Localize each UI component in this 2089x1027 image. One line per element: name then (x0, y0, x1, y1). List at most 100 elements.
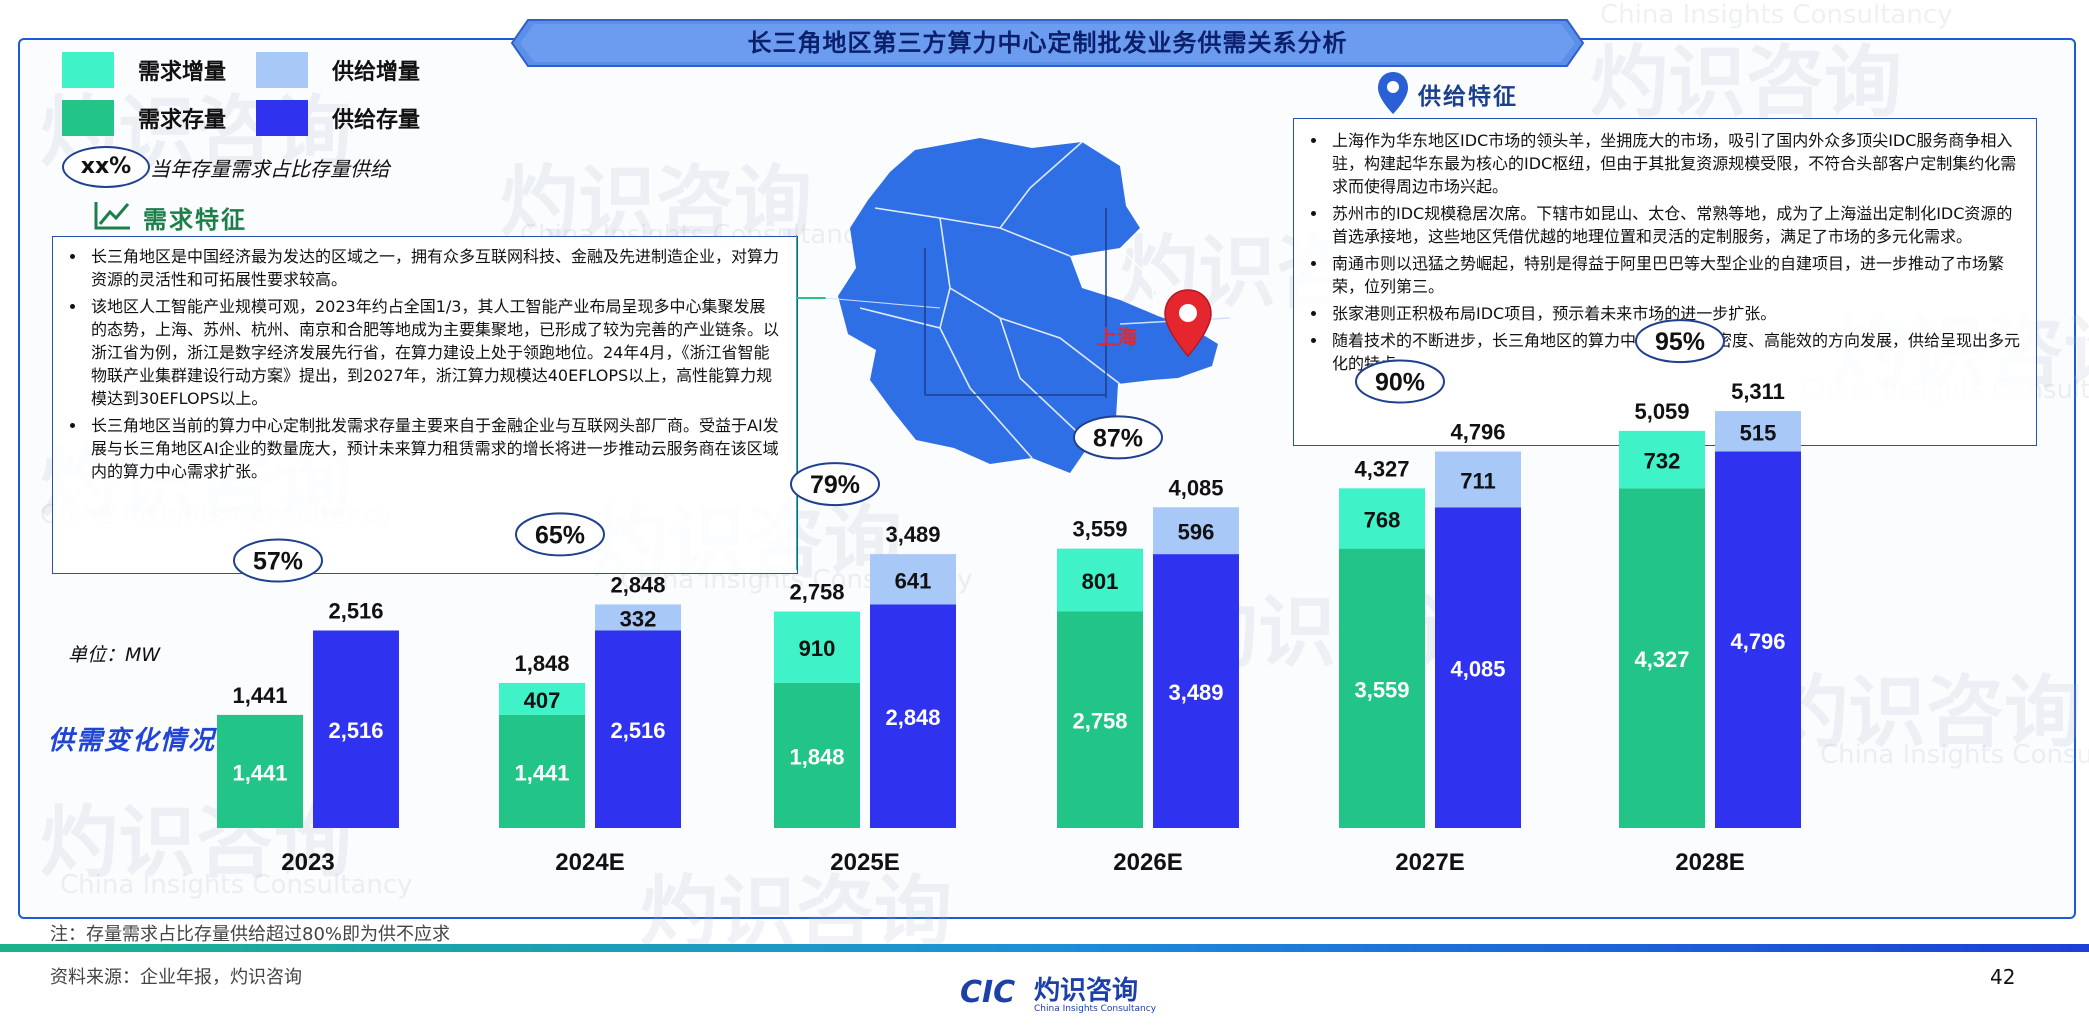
category-label: 2025E (830, 849, 899, 876)
bar-label-supply-increment: 596 (1178, 520, 1215, 545)
legend-item-supply-stock: 供给存量 (256, 100, 420, 136)
bar-supply-stock (313, 630, 399, 828)
bar-total-demand: 1,848 (514, 651, 569, 676)
legend-label: 需求存量 (138, 108, 227, 133)
bar-total-demand: 5,059 (1634, 399, 1689, 424)
bar-label-supply-stock: 4,085 (1450, 657, 1505, 682)
bar-total-demand: 4,327 (1354, 456, 1409, 481)
legend-swatch (62, 52, 114, 88)
category-label: 2023 (281, 849, 334, 876)
legend-label: 需求增量 (138, 60, 227, 85)
connector-line (796, 235, 826, 570)
bar-total-demand: 3,559 (1072, 517, 1127, 542)
bar-label-supply-stock: 4,796 (1730, 629, 1785, 654)
bar-demand-stock (499, 714, 585, 828)
bar-demand-stock (1619, 488, 1705, 828)
chart-title: 供需变化情况 (48, 726, 217, 756)
bar-demand-increment (774, 611, 860, 683)
bar-supply-stock (595, 630, 681, 828)
ratio-badge: xx% (62, 146, 150, 188)
supply-bullet: 张家港则正积极布局IDC项目，预示着未来市场的进一步扩张。 (1328, 302, 2020, 325)
legend-item-supply-increment: 供给增量 (256, 52, 420, 88)
ratio-label: 90% (1375, 369, 1425, 397)
bar-demand-increment (499, 682, 585, 715)
trend-icon (94, 202, 130, 230)
bar-supply-stock (1153, 554, 1239, 828)
legend-label: 供给存量 (332, 108, 421, 133)
ratio-oval (515, 512, 605, 557)
bar-supply-increment (870, 554, 956, 605)
demand-title: 需求特征 (143, 206, 247, 234)
logo-text-en: China Insights Consultancy (1034, 1004, 1157, 1014)
category-label: 2024E (555, 849, 624, 876)
bar-label-demand-stock: 1,848 (789, 744, 844, 769)
bar-label-demand-stock: 4,327 (1634, 647, 1689, 672)
chart-unit: 单位：MW (68, 644, 161, 666)
bar-supply-stock (1715, 451, 1801, 828)
cic-logo-mark: CIC (960, 975, 1015, 1010)
location-marker-icon (1378, 72, 1408, 114)
page-number: 42 (1990, 965, 2016, 989)
bar-label-demand-increment: 910 (799, 636, 836, 661)
bar-label-demand-stock: 2,758 (1072, 709, 1127, 734)
supply-box: 上海作为华东地区IDC市场的领头羊，坐拥庞大的市场，吸引了国内外众多顶尖IDC服… (1293, 118, 2037, 446)
supply-bullet: 苏州市的IDC规模稳居次席。下辖市如昆山、太仓、常熟等地，成为了上海溢出定制化I… (1328, 202, 2020, 248)
legend-swatch (256, 100, 308, 136)
ratio-label: 65% (535, 521, 585, 549)
supply-bullet: 南通市则以迅猛之势崛起，特别是得益于阿里巴巴等大型企业的自建项目，进一步推动了市… (1328, 252, 2020, 298)
bar-label-supply-increment: 711 (1460, 468, 1496, 493)
demand-bullet: 长三角地区当前的算力中心定制批发需求存量主要来自于金融企业与互联网头部厂商。受益… (87, 414, 781, 483)
supply-title: 供给特征 (1418, 84, 1518, 110)
legend-swatch (62, 100, 114, 136)
bar-supply-increment (595, 604, 681, 631)
bar-total-demand: 1,441 (232, 683, 287, 708)
bar-label-supply-stock: 2,516 (328, 718, 383, 743)
bar-total-demand: 2,758 (789, 579, 844, 604)
watermark: China Insights Consultancy (1600, 0, 1953, 30)
bar-label-demand-increment: 732 (1644, 449, 1681, 474)
demand-box: 长三角地区是中国经济最为发达的区域之一，拥有众多互联网科技、金融及先进制造企业，… (52, 236, 798, 574)
ratio-oval (233, 538, 323, 583)
watermark: 灼识咨询 (1770, 668, 2083, 758)
bar-demand-increment (1619, 430, 1705, 489)
bar-total-supply: 4,796 (1450, 420, 1505, 445)
watermark: 灼识咨询 (500, 158, 813, 248)
svg-text:CIC: CIC (960, 975, 1015, 1010)
logo-text-cn: 灼识咨询 (1034, 976, 1139, 1006)
ratio-label: 79% (810, 471, 860, 499)
footnote: 注：存量需求占比存量供给超过80%即为供不应求 (50, 924, 451, 945)
bar-total-supply: 2,848 (610, 572, 665, 597)
bar-label-supply-increment: 515 (1740, 420, 1777, 445)
ratio-oval (1355, 359, 1445, 404)
ratio-oval (1635, 319, 1725, 364)
bar-demand-increment (1057, 548, 1143, 612)
bar-label-supply-stock: 2,848 (885, 705, 940, 730)
watermark: China Insights Consultancy (1820, 740, 2089, 770)
map-city-label: 上海 (1097, 325, 1137, 349)
watermark: 灼识咨询 (640, 868, 953, 958)
bar-label-supply-stock: 3,489 (1168, 680, 1223, 705)
bar-label-supply-increment: 332 (620, 606, 657, 631)
supply-bullet: 上海作为华东地区IDC市场的领头羊，坐拥庞大的市场，吸引了国内外众多顶尖IDC服… (1328, 129, 2020, 198)
page-title: 长三角地区第三方算力中心定制批发业务供需关系分析 (747, 29, 1348, 57)
ratio-oval (1073, 415, 1163, 460)
watermark: 灼识咨询 (1590, 38, 1903, 128)
bar-label-demand-stock: 1,441 (232, 760, 287, 785)
category-label: 2026E (1113, 849, 1182, 876)
bar-total-supply: 2,516 (328, 598, 383, 623)
ratio-label: 95% (1655, 328, 1705, 356)
bar-demand-stock (217, 714, 303, 828)
bar-total-supply: 4,085 (1168, 475, 1223, 500)
bar-label-demand-increment: 768 (1364, 507, 1401, 532)
ratio-label: 57% (253, 547, 303, 575)
bar-supply-increment (1435, 451, 1521, 508)
bar-total-supply: 3,489 (885, 522, 940, 547)
legend-item-demand-stock: 需求存量 (62, 100, 226, 136)
legend-item-demand-increment: 需求增量 (62, 52, 226, 88)
bar-demand-stock (1339, 548, 1425, 828)
bar-label-supply-increment: 641 (895, 568, 932, 593)
bar-supply-stock (870, 604, 956, 828)
category-label: 2028E (1675, 849, 1744, 876)
bar-supply-stock (1435, 507, 1521, 828)
